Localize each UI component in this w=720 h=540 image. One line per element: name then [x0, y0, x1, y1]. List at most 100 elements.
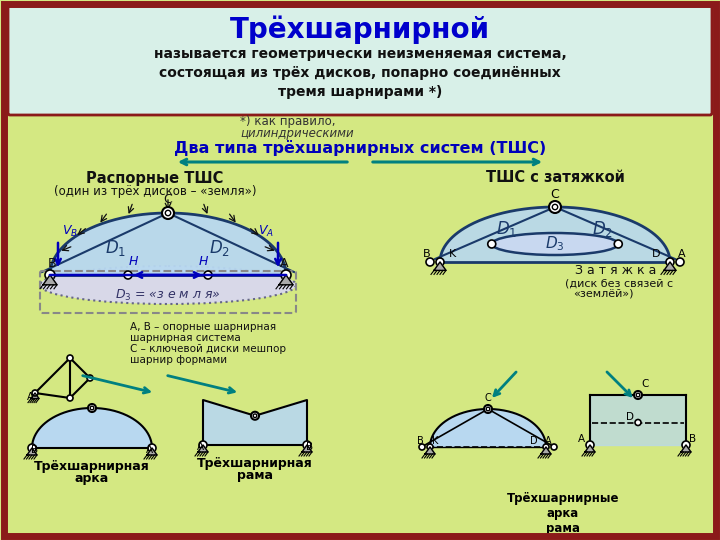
Circle shape [427, 444, 433, 450]
Text: Два типа трёхшарнирных систем (ТШС): Два типа трёхшарнирных систем (ТШС) [174, 140, 546, 156]
Text: D: D [530, 436, 538, 446]
Circle shape [67, 355, 73, 361]
Polygon shape [279, 275, 293, 285]
Text: B: B [423, 249, 431, 259]
Text: A: A [27, 392, 34, 402]
Text: A: A [678, 249, 686, 259]
Text: H: H [198, 255, 207, 268]
Polygon shape [585, 445, 595, 452]
Circle shape [487, 240, 496, 248]
Polygon shape [31, 393, 39, 399]
Text: K: K [449, 249, 456, 259]
Polygon shape [32, 408, 152, 448]
Text: называется геометрически неизменяемая система,: называется геометрически неизменяемая си… [153, 47, 567, 61]
Text: цилиндрическими: цилиндрическими [240, 127, 354, 140]
Polygon shape [147, 448, 157, 455]
Circle shape [426, 258, 434, 266]
Text: H: H [128, 255, 138, 268]
Text: $D_3$: $D_3$ [545, 235, 564, 253]
Circle shape [436, 258, 444, 266]
Polygon shape [27, 448, 37, 455]
Text: B: B [32, 445, 39, 455]
Circle shape [67, 395, 73, 401]
Text: A, B – опорные шарнирная: A, B – опорные шарнирная [130, 322, 276, 332]
Circle shape [682, 441, 690, 449]
Circle shape [45, 270, 55, 280]
Polygon shape [681, 445, 691, 452]
Text: Трёхшарнирная: Трёхшарнирная [197, 457, 313, 470]
Circle shape [124, 271, 132, 279]
Text: $D_2$: $D_2$ [593, 219, 613, 239]
Circle shape [281, 270, 291, 280]
Text: Трёхшарнирная: Трёхшарнирная [34, 460, 150, 473]
Text: A: A [280, 257, 288, 270]
Circle shape [419, 444, 425, 450]
Text: C: C [485, 393, 491, 403]
Text: B: B [417, 436, 423, 446]
Circle shape [614, 240, 622, 248]
Text: C – ключевой диски мешпор: C – ключевой диски мешпор [130, 344, 286, 354]
Text: Трёхшарнирной: Трёхшарнирной [230, 16, 490, 44]
Text: шарнир формами: шарнир формами [130, 355, 227, 365]
Text: состоящая из трёх дисков, попарно соединённых: состоящая из трёх дисков, попарно соедин… [159, 66, 561, 80]
Text: A: A [145, 445, 153, 455]
Polygon shape [302, 445, 312, 452]
Ellipse shape [40, 266, 296, 304]
Text: (диск без связей с: (диск без связей с [565, 278, 673, 288]
Circle shape [88, 404, 96, 412]
Circle shape [32, 390, 38, 396]
Text: B: B [307, 442, 314, 452]
Circle shape [551, 444, 557, 450]
Circle shape [635, 420, 641, 426]
Polygon shape [440, 207, 670, 262]
Circle shape [636, 393, 640, 397]
Polygon shape [430, 409, 546, 447]
Circle shape [486, 407, 490, 411]
Circle shape [251, 411, 259, 420]
Text: A: A [545, 436, 552, 446]
Text: B: B [48, 257, 56, 270]
Circle shape [676, 258, 684, 266]
Text: З а т я ж к а: З а т я ж к а [575, 264, 657, 277]
Polygon shape [590, 395, 686, 445]
Text: $D_2$: $D_2$ [210, 238, 230, 258]
Text: K: K [432, 436, 438, 446]
Circle shape [28, 444, 36, 452]
Circle shape [552, 204, 558, 210]
Circle shape [586, 441, 594, 449]
Text: D: D [626, 411, 634, 422]
Circle shape [634, 391, 642, 399]
Text: D: D [652, 249, 660, 259]
Ellipse shape [492, 233, 618, 255]
Circle shape [549, 201, 561, 213]
Text: A: A [197, 442, 204, 452]
Text: Распорные ТШС: Распорные ТШС [86, 171, 224, 186]
Text: ТШС с затяжкой: ТШС с затяжкой [485, 171, 624, 186]
Polygon shape [425, 447, 435, 454]
Text: C: C [551, 188, 559, 201]
Polygon shape [203, 400, 307, 445]
Text: тремя шарнирами *): тремя шарнирами *) [278, 85, 442, 99]
Polygon shape [664, 262, 676, 271]
Text: $D_1$: $D_1$ [105, 238, 127, 258]
Text: «землёй»): «землёй») [573, 289, 634, 299]
Circle shape [90, 406, 94, 410]
Text: шарнирная система: шарнирная система [130, 333, 240, 343]
Polygon shape [43, 275, 57, 285]
Text: C: C [641, 379, 649, 389]
Circle shape [253, 414, 257, 417]
Circle shape [666, 258, 674, 266]
Text: рама: рама [237, 469, 273, 482]
Polygon shape [541, 447, 551, 454]
Circle shape [148, 444, 156, 452]
Text: *) как правило,: *) как правило, [240, 116, 336, 129]
Text: A: A [578, 434, 585, 444]
Text: (один из трёх дисков – «земля»): (один из трёх дисков – «земля») [54, 186, 256, 199]
Text: Трёхшарнирные
арка
рама
с затяжками: Трёхшарнирные арка рама с затяжками [507, 492, 619, 540]
Circle shape [199, 441, 207, 449]
Text: B: B [689, 434, 696, 444]
Circle shape [166, 210, 171, 215]
Text: $D_3$ = «з е м л я»: $D_3$ = «з е м л я» [115, 287, 221, 302]
Text: $D_1$: $D_1$ [496, 219, 518, 239]
Polygon shape [198, 445, 208, 452]
